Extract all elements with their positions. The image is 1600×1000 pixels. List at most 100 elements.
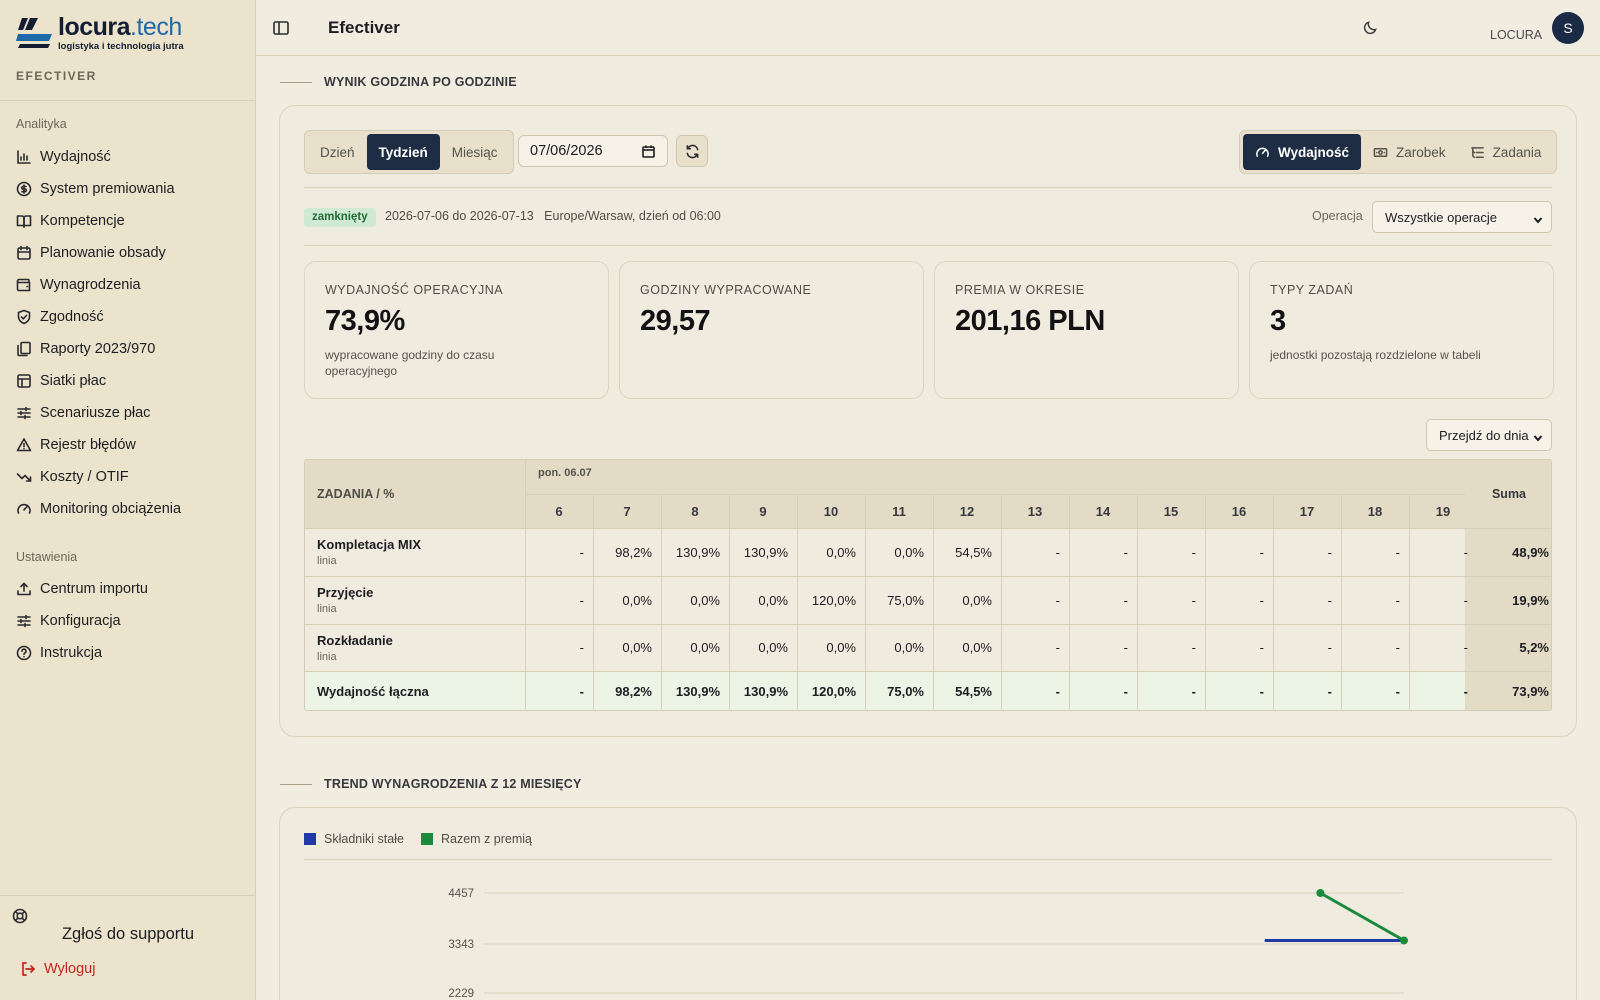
sidebar-item-label: Monitoring obciążenia	[40, 501, 182, 517]
sum-column-bg	[1465, 460, 1551, 710]
tab-zadania[interactable]: Zadania	[1458, 134, 1554, 170]
support-button[interactable]: Zgłoś do supportu	[61, 925, 195, 943]
tab-zarobek[interactable]: Zarobek	[1361, 134, 1458, 170]
sidebar-item-label: Konfiguracja	[40, 613, 121, 629]
logout-button[interactable]: Wyloguj	[20, 961, 95, 977]
calendar-icon	[17, 245, 31, 260]
tab-wydajnosc[interactable]: Wydajność	[1243, 134, 1362, 170]
table-sum-cell: 5,2%	[1519, 640, 1549, 655]
logout-icon	[22, 962, 35, 976]
table-cell: -	[1327, 684, 1332, 699]
kpi-title: PREMIA W OKRESIE	[955, 283, 1085, 297]
table-col-divider	[1409, 494, 1410, 710]
tab-miesiac[interactable]: Miesiąc	[451, 144, 498, 160]
tab-label: Zadania	[1492, 144, 1542, 160]
range-tabs: Dzień Tydzień Miesiąc	[304, 130, 514, 174]
table-col-divider	[525, 460, 526, 710]
sidebar-item-planowanie-obsady[interactable]: Planowanie obsady	[16, 241, 166, 265]
table-col-divider	[1341, 494, 1342, 710]
view-tabs: Wydajność Zarobek Zadania	[1239, 130, 1558, 174]
table-cell: -	[1463, 640, 1468, 655]
sidebar-item-label: Wydajność	[40, 149, 111, 165]
sidebar-item-label: System premiowania	[40, 181, 175, 197]
hour-header: 18	[1367, 503, 1383, 519]
refresh-icon	[686, 144, 698, 158]
jump-to-day-select[interactable]: Przejdź do dnia	[1426, 419, 1552, 451]
tab-dzien[interactable]: Dzień	[320, 144, 355, 160]
table-cell: -	[1327, 640, 1332, 655]
sidebar: locura.tech logistyka i technologia jutr…	[0, 0, 256, 1000]
sliders-icon	[17, 614, 31, 628]
hour-header: 16	[1231, 503, 1247, 519]
task-name: Kompletacja MIX	[317, 537, 422, 552]
table-cell: -	[1123, 592, 1128, 608]
sidebar-item-kompetencje[interactable]: Kompetencje	[16, 209, 125, 233]
table-cell: 0,0%	[962, 640, 992, 655]
sidebar-item-monitoring[interactable]: Monitoring obciążenia	[16, 497, 181, 521]
table-cell: 0,0%	[758, 640, 788, 655]
sidebar-item-instrukcja[interactable]: Instrukcja	[16, 641, 102, 665]
sidebar-item-scenariusze-plac[interactable]: Scenariusze płac	[16, 401, 150, 425]
task-type: linia	[317, 651, 337, 663]
hour-header: 12	[959, 503, 975, 519]
table-cell: 0,0%	[622, 640, 652, 655]
warning-icon	[16, 438, 32, 452]
sidebar-item-koszty-otif[interactable]: Koszty / OTIF	[16, 465, 129, 489]
tab-tydzien[interactable]: Tydzień	[366, 134, 440, 170]
table-cell: -	[1191, 592, 1196, 608]
moon-icon[interactable]	[1362, 19, 1380, 37]
app-subtitle: EFECTIVER	[16, 69, 97, 83]
table-row-divider	[525, 494, 1465, 495]
date-value: 07/06/2026	[530, 143, 603, 159]
wallet-icon	[16, 278, 31, 292]
table-cell: -	[1327, 544, 1332, 560]
legend-item-fixed: Składniki stałe	[304, 832, 404, 846]
refresh-button[interactable]	[676, 135, 708, 167]
sidebar-item-konfiguracja[interactable]: Konfiguracja	[16, 609, 121, 633]
sidebar-item-rejestr-bledow[interactable]: Rejestr błędów	[16, 433, 136, 457]
table-cell: 0,0%	[826, 640, 856, 655]
sidebar-item-wynagrodzenia[interactable]: Wynagrodzenia	[16, 273, 141, 297]
table-cell: -	[579, 684, 584, 699]
logo[interactable]: locura.tech logistyka i technologia jutr…	[16, 14, 184, 52]
kpi-card-hours: GODZINY WYPRACOWANE 29,57	[619, 261, 924, 399]
hour-header: 17	[1299, 503, 1315, 519]
hour-header: 9	[759, 503, 767, 519]
sidebar-toggle-icon[interactable]	[272, 19, 290, 37]
table-cell: 0,0%	[758, 592, 788, 608]
table-cell: 120,0%	[811, 592, 856, 608]
legend-swatch	[421, 833, 433, 845]
task-name: Wydajność łączna	[317, 684, 429, 699]
table-col-divider	[1069, 494, 1070, 710]
sidebar-item-system-premiowania[interactable]: System premiowania	[16, 177, 175, 201]
sidebar-item-siatki-plac[interactable]: Siatki płac	[16, 369, 106, 393]
sidebar-item-raporty[interactable]: Raporty 2023/970	[16, 337, 155, 361]
kpi-value: 201,16 PLN	[955, 305, 1105, 337]
table-cell: 75,0%	[887, 592, 924, 608]
banknote-icon	[1373, 147, 1388, 157]
sidebar-item-label: Scenariusze płac	[40, 405, 151, 421]
logo-tagline: logistyka i technologia jutra	[58, 41, 184, 52]
table-col-divider	[1137, 494, 1138, 710]
kpi-card-task-types: TYPY ZADAŃ 3 jednostki pozostają rozdzie…	[1249, 261, 1554, 399]
table-row-divider	[305, 528, 1551, 529]
table-total-row-bg	[305, 671, 1551, 710]
sidebar-item-centrum-importu[interactable]: Centrum importu	[16, 577, 148, 601]
section-header-trend: TREND WYNAGRODZENIA Z 12 MIESIĘCY	[280, 777, 582, 791]
table-row-divider	[305, 576, 1551, 577]
table-row-divider	[305, 624, 1551, 625]
table-cell: -	[1259, 592, 1264, 608]
sidebar-item-zgodnosc[interactable]: Zgodność	[16, 305, 104, 329]
date-input[interactable]: 07/06/2026	[518, 135, 668, 167]
sidebar-item-wydajnosc[interactable]: Wydajność	[16, 145, 111, 169]
legend-swatch	[304, 833, 316, 845]
operation-select[interactable]: Wszystkie operacje	[1372, 201, 1552, 233]
table-cell: -	[1191, 684, 1196, 699]
page-title: Efectiver	[328, 18, 400, 37]
help-circle-icon	[16, 645, 32, 661]
sidebar-item-label: Instrukcja	[40, 645, 103, 661]
table-cell: 0,0%	[690, 592, 720, 608]
table-cell: 0,0%	[690, 640, 720, 655]
logo-wordmark: locura.tech	[58, 13, 182, 41]
avatar[interactable]: S	[1552, 12, 1584, 44]
